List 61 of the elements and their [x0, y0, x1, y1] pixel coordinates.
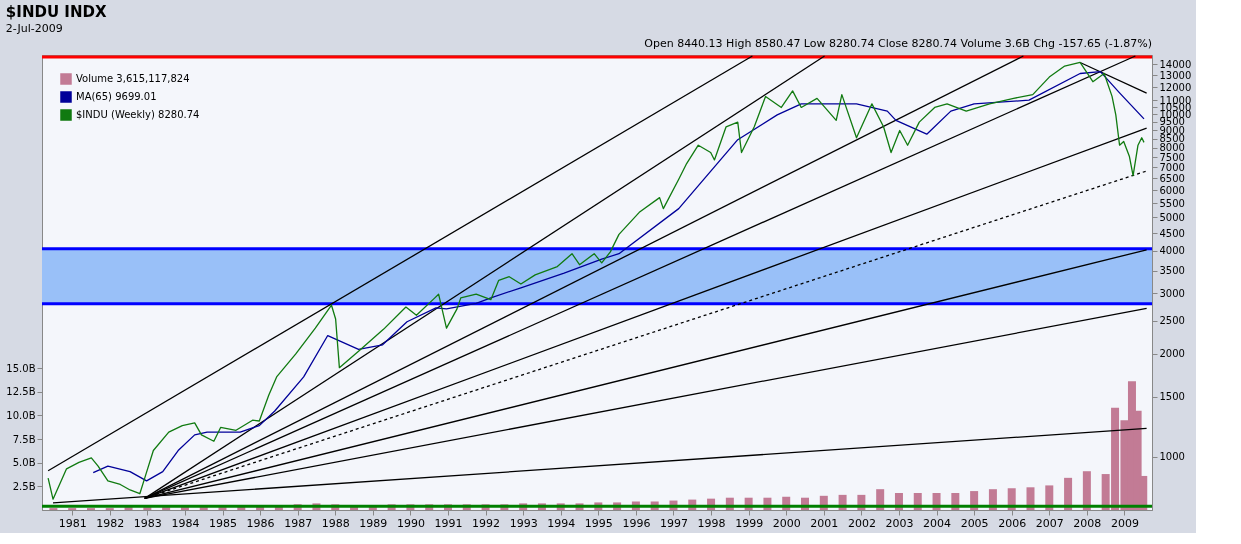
y2-tick-label: 2.5B: [12, 480, 36, 492]
y-tick-label: 7000: [1159, 161, 1185, 173]
y-tick-label: 5500: [1159, 197, 1185, 209]
x-tick-label: 1993: [509, 516, 538, 530]
y2-tick-label: 5.0B: [12, 457, 36, 469]
y-tick-label: 14000: [1159, 58, 1192, 70]
y-tick-label: 5000: [1159, 211, 1185, 223]
x-tick-label: 1982: [96, 516, 125, 530]
y2-tick-label: 15.0B: [6, 362, 36, 374]
y-tick-label: 6000: [1159, 184, 1185, 196]
x-tick-label: 2003: [885, 516, 914, 530]
x-tick-label: 1989: [359, 516, 388, 530]
x-tick-label: 2000: [772, 516, 801, 530]
x-tick-label: 1985: [209, 516, 237, 530]
y2-tick-label: 10.0B: [6, 409, 36, 421]
x-tick-label: 1984: [171, 516, 200, 530]
x-tick-label: 1991: [434, 516, 463, 530]
x-tick-label: 1998: [697, 516, 726, 530]
y2-tick-label: 12.5B: [6, 386, 36, 398]
y-tick-label: 6500: [1159, 172, 1185, 184]
x-tick-label: 1997: [659, 516, 688, 530]
legend-label: $INDU (Weekly) 8280.74: [76, 109, 200, 120]
x-tick-label: 2007: [1035, 516, 1064, 530]
y-tick-label: 3000: [1159, 287, 1185, 299]
chart-title: $INDU INDX: [5, 3, 107, 21]
x-tick-label: 1983: [133, 516, 162, 530]
y-tick-label: 1000: [1159, 451, 1185, 463]
x-tick-label: 1992: [472, 516, 501, 530]
x-tick-label: 2009: [1110, 516, 1139, 530]
y-tick-label: 7500: [1159, 151, 1185, 163]
y-tick-label: 8000: [1159, 142, 1185, 154]
x-tick-label: 1981: [58, 516, 87, 530]
x-tick-label: 2006: [998, 516, 1027, 530]
x-tick-label: 1996: [622, 516, 651, 530]
x-tick-label: 2002: [847, 516, 876, 530]
y-tick-label: 8500: [1159, 133, 1185, 145]
x-tick-label: 2008: [1073, 516, 1102, 530]
y-tick-label: 3500: [1159, 265, 1185, 277]
chart-subtitle: 2-Jul-2009: [5, 22, 63, 35]
y2-tick-label: 7.5B: [12, 433, 36, 445]
x-tick-label: 1995: [584, 516, 613, 530]
x-tick-label: 1986: [246, 516, 275, 530]
x-tick-label: 2005: [960, 516, 989, 530]
x-tick-label: 2004: [923, 516, 952, 530]
x-tick-label: 1987: [284, 516, 313, 530]
y-tick-label: 1500: [1159, 391, 1185, 403]
y-tick-label: 2500: [1159, 315, 1185, 327]
y-tick-label: 13000: [1159, 69, 1192, 81]
x-tick-label: 2001: [810, 516, 839, 530]
text: Open 8440.13 High 8580.47 Low 8280.74 Close 8280.74 Volume 3.6B Chg -157.65 (-1.87%): [644, 37, 1152, 50]
x-tick-label: 1990: [396, 516, 425, 530]
x-tick-label: 1988: [321, 516, 350, 530]
y-tick-label: 12000: [1159, 81, 1192, 93]
y-tick-label: 9000: [1159, 124, 1185, 136]
legend-label: Volume 3,615,117,824: [76, 73, 190, 84]
x-tick-label: 1999: [735, 516, 764, 530]
y-tick-label: 4000: [1159, 245, 1185, 257]
y-tick-label: 2000: [1159, 348, 1185, 360]
y-tick-label: 4500: [1159, 227, 1185, 239]
legend-label: MA(65) 9699.01: [76, 91, 157, 102]
x-tick-label: 1994: [547, 516, 576, 530]
